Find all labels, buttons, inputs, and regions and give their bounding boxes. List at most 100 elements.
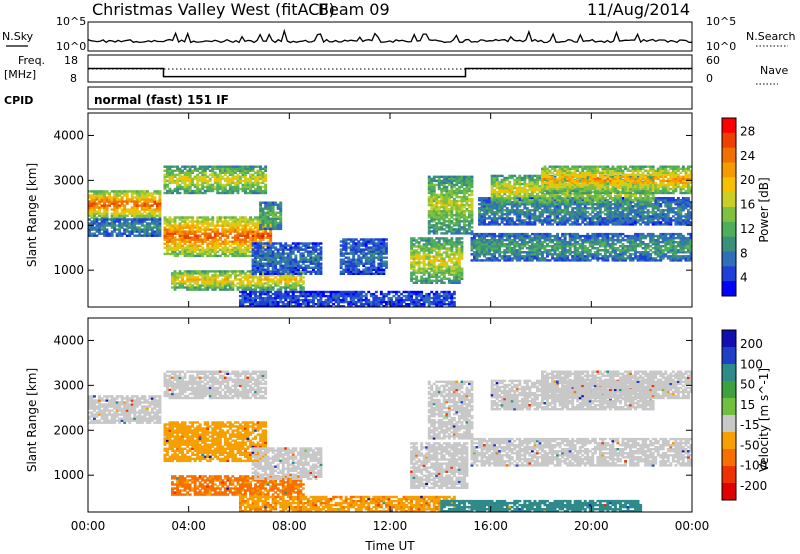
power-cell [362,240,366,243]
power-cell [294,278,298,281]
power-cell [145,222,149,225]
power-cell [140,212,144,215]
power-cell [90,204,94,207]
power-cell [533,239,537,242]
power-cell [221,228,225,231]
power-cell [171,276,174,279]
power-cell [249,183,252,187]
power-cell [445,212,449,215]
power-cell [176,187,179,191]
power-cell [395,290,398,294]
power-cell [183,246,187,249]
power-cell [221,240,225,243]
power-cell [276,278,280,281]
power-cell [407,294,411,298]
power-cell [206,185,210,189]
power-cell [236,270,240,273]
power-cell [168,169,172,172]
power-cell [447,191,451,195]
power-cell [601,249,605,252]
power-cell [105,192,109,195]
power-cell [505,236,509,240]
power-cell [538,236,542,240]
power-cell [95,220,99,223]
power-cell [150,210,154,213]
power-cell [437,263,441,266]
power-cell [450,245,454,248]
power-cell [432,279,436,282]
power-cell [88,222,91,225]
power-cell [276,217,280,220]
power-cell [264,165,268,168]
freq-tick-low: 8 [70,72,77,85]
power-cell [377,248,381,251]
power-cell [231,240,235,243]
power-cell [500,234,504,238]
power-cell [279,290,283,294]
power-cell [455,263,459,266]
power-cell [284,256,288,259]
power-cell [553,243,557,246]
power-cell [228,226,232,229]
power-cell [505,234,509,238]
power-cell [463,191,466,195]
power-cell [430,185,434,189]
power-cell [558,236,562,240]
power-cell [261,303,265,306]
power-cell [344,262,348,265]
power-cell [251,177,255,181]
power-cell [515,234,519,238]
power-cell [251,167,255,170]
power-cell [427,257,431,260]
power-cell [251,236,255,239]
power-cell [450,185,454,189]
power-cell [178,244,182,247]
power-cell [374,300,378,304]
power-cell [520,234,524,238]
power-cell [468,224,471,227]
power-cell [213,284,217,287]
power-cell [171,236,174,239]
power-cell [415,253,419,256]
power-cell [485,232,489,236]
power-cell [291,290,295,294]
power-cell [284,264,288,267]
power-cell [427,175,431,178]
power-cell [568,239,572,242]
power-cell [533,232,537,236]
power-cell [342,294,346,298]
power-cell [279,219,283,223]
power-cell [442,206,446,209]
power-cell [301,260,305,263]
power-cell [259,175,262,178]
power-cell [289,262,293,265]
power-cell [379,256,383,259]
power-cell [364,256,368,259]
power-cell [244,278,247,281]
power-cell [475,247,479,250]
power-cell [108,234,111,237]
power-cell [473,253,476,256]
power-cell [259,262,262,265]
power-cell [198,165,202,168]
power-cell [166,240,169,243]
power-cell [354,238,358,241]
power-cell [304,294,308,298]
power-cell [251,264,255,267]
power-cell [530,236,534,240]
power-cell [614,234,617,238]
power-cell [181,226,184,229]
power-cell [181,282,184,285]
power-cell [417,251,421,254]
power-cell [133,200,137,203]
power-cell [218,183,222,187]
power-cell [538,241,542,244]
power-cell [382,268,386,271]
power-cell [244,300,247,304]
power-cell [166,179,169,183]
power-cell [566,245,570,248]
power-cell [150,234,154,237]
power-cell [571,259,575,262]
power-cell [158,226,162,229]
power-cell [312,303,315,306]
